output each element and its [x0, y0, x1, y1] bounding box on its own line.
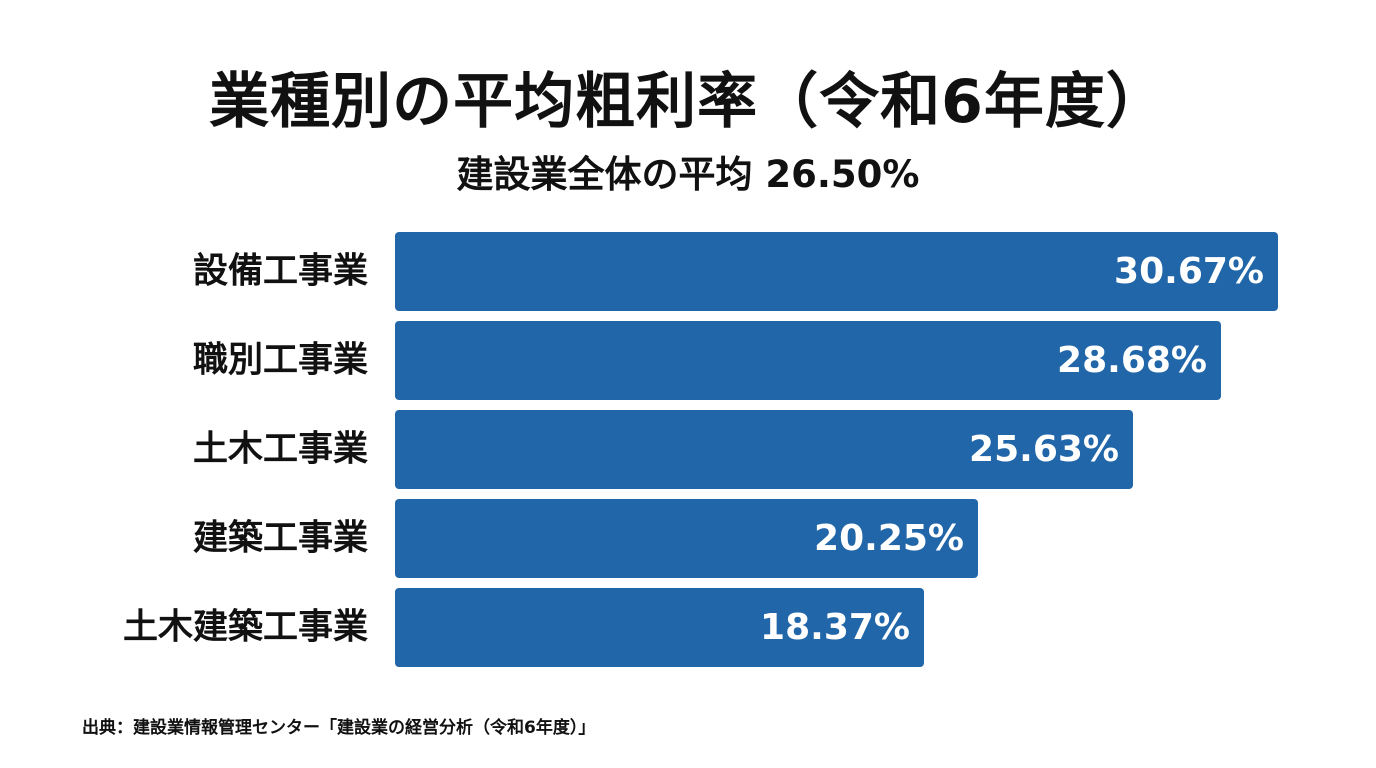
category-label-5: 土木建築工事業 [123, 608, 368, 648]
category-label-2: 職別工事業 [193, 341, 368, 381]
bars-group: 設備工事業 30.67% 職別工事業 28.68% 土木工事業 25.63% 建築工事業 20… [123, 232, 1278, 667]
bar-1 [395, 232, 1278, 311]
value-label-3: 25.63% [969, 429, 1119, 470]
bar-4 [395, 499, 978, 578]
chart-subtitle: 建設業全体の平均 26.50% [456, 153, 920, 196]
chart-title: 業種別の平均粗利率（令和6年度） [209, 67, 1167, 137]
bar-2 [395, 321, 1221, 400]
value-label-1: 30.67% [1114, 251, 1264, 292]
category-label-1: 設備工事業 [193, 252, 368, 292]
source-note: 出典：建設業情報管理センター「建設業の経営分析（令和6年度）」 [82, 718, 596, 738]
value-label-4: 20.25% [814, 518, 964, 559]
category-label-4: 建築工事業 [193, 519, 368, 559]
bar-3 [395, 410, 1133, 489]
value-label-2: 28.68% [1057, 340, 1207, 381]
category-label-3: 土木工事業 [193, 430, 368, 470]
value-label-5: 18.37% [760, 607, 910, 648]
bar-5 [395, 588, 924, 667]
